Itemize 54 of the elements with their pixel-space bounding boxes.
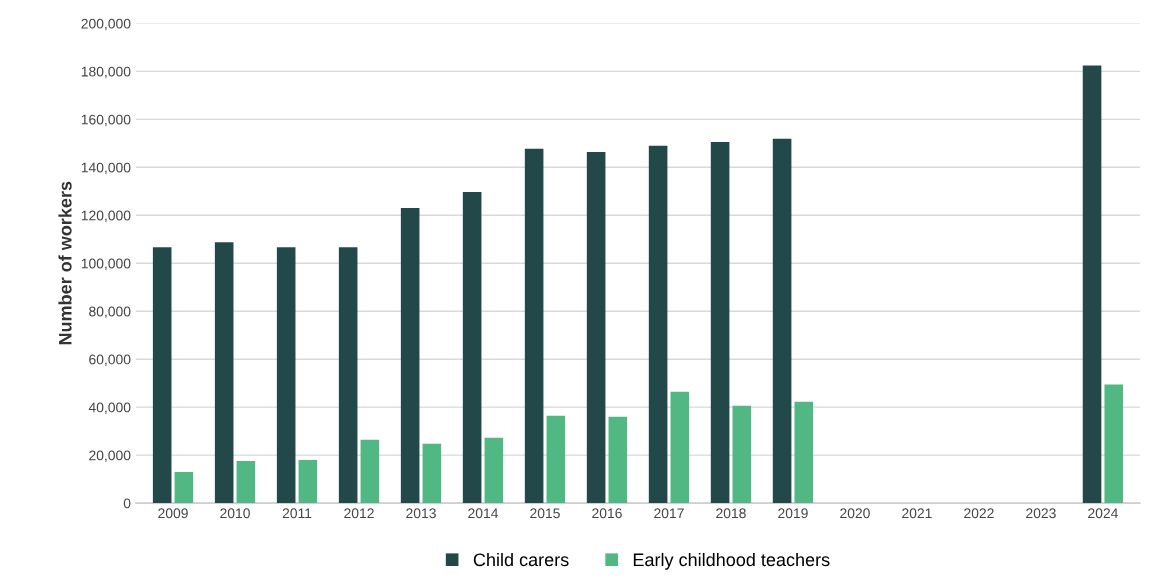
x-tick-label: 2023 — [1026, 508, 1056, 519]
x-tick-label: 2015 — [530, 508, 560, 519]
y-axis-title: Number of workers — [58, 181, 72, 345]
bar — [1104, 384, 1124, 504]
bar — [152, 247, 172, 504]
bar — [732, 405, 752, 504]
x-tick-label: 2018 — [716, 508, 746, 519]
x-tick-label: 2020 — [840, 508, 870, 519]
y-tick-label: 180,000 — [81, 66, 131, 79]
bar — [462, 192, 482, 504]
x-tick-label: 2013 — [406, 508, 436, 519]
bar — [546, 415, 566, 504]
bar — [422, 443, 442, 504]
x-tick-label: 2014 — [468, 508, 499, 519]
x-tick-label: 2016 — [592, 508, 622, 519]
x-tick-label: 2012 — [344, 508, 374, 519]
bar — [670, 391, 690, 504]
legend-label: Child carers — [473, 552, 569, 567]
bar — [484, 437, 504, 504]
bar — [400, 208, 420, 504]
bar — [276, 247, 296, 504]
y-tick-label: 100,000 — [81, 258, 131, 271]
bar — [524, 148, 544, 504]
x-tick-label: 2011 — [282, 508, 312, 519]
bar — [648, 145, 668, 504]
y-tick-label: 160,000 — [81, 114, 131, 127]
legend-label: Early childhood teachers — [633, 552, 830, 570]
bar — [772, 138, 792, 504]
bar — [236, 460, 256, 504]
bar — [710, 141, 730, 504]
y-tick-label: 60,000 — [89, 354, 131, 366]
x-tick-label: 2024 — [1088, 508, 1118, 519]
bar — [298, 459, 318, 504]
bar — [608, 416, 628, 504]
y-tick-label: 200,000 — [81, 18, 131, 31]
x-tick-label: 2009 — [158, 508, 188, 519]
y-tick-label: 20,000 — [89, 450, 131, 462]
bar — [174, 471, 194, 504]
y-tick-label: 80,000 — [89, 306, 131, 319]
x-tick-label: 2019 — [778, 508, 808, 519]
y-tick-label: 140,000 — [81, 162, 131, 175]
x-tick-label: 2017 — [654, 508, 684, 519]
bar — [1082, 65, 1102, 504]
y-tick-label: 0 — [123, 498, 131, 509]
y-tick-label: 40,000 — [88, 402, 131, 414]
bar — [338, 247, 358, 504]
x-tick-label: 2022 — [964, 508, 994, 519]
bar — [214, 242, 234, 504]
bar — [360, 439, 380, 504]
x-tick-label: 2021 — [902, 508, 932, 519]
x-tick-label: 2010 — [220, 508, 250, 519]
bar — [586, 151, 606, 504]
y-tick-label: 120,000 — [81, 210, 131, 223]
bar — [794, 401, 814, 504]
